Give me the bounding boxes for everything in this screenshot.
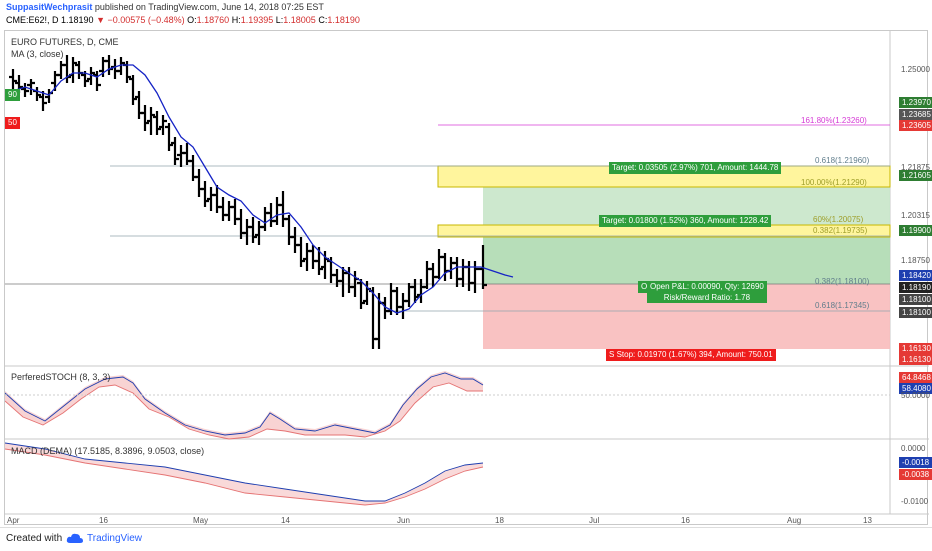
close-value: 1.18190	[327, 15, 360, 25]
fib-label-0382-b: 0.382(1.18100)	[815, 277, 870, 286]
time-tick: Aug	[787, 516, 802, 525]
macd-signal-line[interactable]	[5, 448, 484, 506]
stoch-title[interactable]: PerferedSTOCH (8, 3, 3)	[11, 372, 111, 382]
price-tick: 1.25000	[901, 65, 930, 74]
time-tick: Apr	[7, 516, 20, 525]
ohlc-line: CME:E62!, D 1.18190 ▼ −0.00575 (−0.48%) …	[6, 14, 360, 27]
macd-label: -0.0018	[899, 457, 932, 468]
stoch-fill	[5, 371, 483, 439]
time-tick: Jun	[397, 516, 410, 525]
time-tick: May	[193, 516, 209, 525]
ma-legend[interactable]: MA (3, close)	[11, 49, 64, 59]
symbol-label: CME:E62!, D	[6, 15, 59, 25]
publish-info: published on TradingView.com, June 14, 2…	[94, 2, 324, 12]
footer: Created with TradingView	[0, 527, 932, 551]
time-tick: 13	[863, 516, 872, 525]
target1-badge[interactable]: Target: 0.03505 (2.97%) 701, Amount: 144…	[609, 162, 782, 174]
time-tick: 18	[495, 516, 504, 525]
macd-tick: -0.0100	[901, 497, 929, 506]
tradingview-cloud-icon[interactable]	[66, 531, 84, 545]
author-link[interactable]: SuppasitWechprasit	[6, 2, 93, 12]
macd-label: -0.0038	[899, 469, 932, 480]
close-label: C:	[318, 15, 328, 25]
price-label: 1.16130	[899, 354, 932, 365]
price-bars[interactable]	[9, 55, 487, 349]
left-red-badge: 50	[5, 117, 20, 129]
open-pl-text: Open P&L: 0.00090, Qty: 12690	[650, 282, 764, 291]
down-arrow-icon: ▼	[96, 15, 106, 25]
last-price: 1.18190	[61, 15, 94, 25]
macd-line[interactable]	[5, 442, 484, 502]
main-pane-title: EURO FUTURES, D, CME	[11, 37, 119, 47]
target-zone-inner	[483, 231, 890, 284]
tradingview-brand-link[interactable]: TradingView	[87, 533, 143, 544]
time-tick: 16	[681, 516, 690, 525]
ma-line[interactable]	[12, 64, 514, 314]
high-value: 1.19395	[240, 15, 274, 25]
price-label: 1.21605	[899, 170, 932, 181]
time-tick: 14	[281, 516, 290, 525]
fib-label-100: 100.00%(1.21290)	[801, 178, 867, 187]
stop-left: S	[609, 350, 615, 359]
price-label: 1.18100	[899, 294, 932, 305]
price-tick: 1.21875	[901, 163, 930, 172]
fib-label-0382-a: 0.382(1.19735)	[813, 226, 868, 235]
price-label: 1.23605	[899, 120, 932, 131]
chart-canvas[interactable]	[5, 31, 929, 526]
high-label: H:	[231, 15, 241, 25]
price-label: 1.16130	[899, 343, 932, 354]
price-label: 1.19900	[899, 225, 932, 236]
fib-label-0618-top: 0.618(1.21960)	[815, 156, 870, 165]
stoch-label: 58.4080	[899, 383, 932, 394]
created-with-text: Created with	[6, 533, 63, 544]
publish-line: SuppasitWechprasit published on TradingV…	[6, 1, 324, 14]
price-tick: 1.18750	[901, 256, 930, 265]
fib-label-1618: 161.80%(1.23260)	[801, 116, 867, 125]
price-label: 1.18100	[899, 307, 932, 318]
fib-label-0618-b: 0.618(1.17345)	[815, 301, 870, 310]
price-label: 1.23970	[899, 97, 932, 108]
price-tick: 1.20315	[901, 211, 930, 220]
chart-header: SuppasitWechprasit published on TradingV…	[0, 0, 932, 28]
macd-tick: 0.0000	[901, 444, 926, 453]
risk-reward-text: Risk/Reward Ratio: 1.78	[663, 293, 751, 302]
time-tick: 16	[99, 516, 108, 525]
open-pl-badge[interactable]: Open P&L: 0.00090, Qty: 12690 Risk/Rewar…	[647, 281, 767, 303]
stop-badge[interactable]: S Stop: 0.01970 (1.67%) 394, Amount: 750…	[606, 349, 776, 361]
price-label: 1.18420	[899, 270, 932, 281]
stop-text: Stop: 0.01970 (1.67%) 394, Amount: 750.0…	[616, 350, 773, 359]
open-label: O:	[187, 15, 197, 25]
price-label: 1.23685	[899, 109, 932, 120]
stoch-d-line[interactable]	[5, 382, 483, 440]
price-label: 1.18190	[899, 282, 932, 293]
fib-label-60: 60%(1.20075)	[813, 215, 864, 224]
low-label: L:	[275, 15, 284, 25]
change-value: −0.00575 (−0.48%)	[107, 15, 185, 25]
stoch-k-line[interactable]	[5, 372, 484, 436]
stoch-tick: 50.0000	[901, 391, 930, 400]
target2-badge[interactable]: Target: 0.01800 (1.52%) 360, Amount: 122…	[599, 215, 772, 227]
macd-title[interactable]: MACD (DEMA) (17.5185, 8.3896, 9.0503, cl…	[11, 446, 205, 456]
left-green-badge: 90	[5, 89, 20, 101]
open-value: 1.18760	[196, 15, 230, 25]
time-tick: Jul	[589, 516, 600, 525]
low-value: 1.18005	[283, 15, 316, 25]
chart-frame[interactable]: EURO FUTURES, D, CME MA (3, close) 90 50…	[4, 30, 932, 526]
stoch-label: 64.8468	[899, 372, 932, 383]
